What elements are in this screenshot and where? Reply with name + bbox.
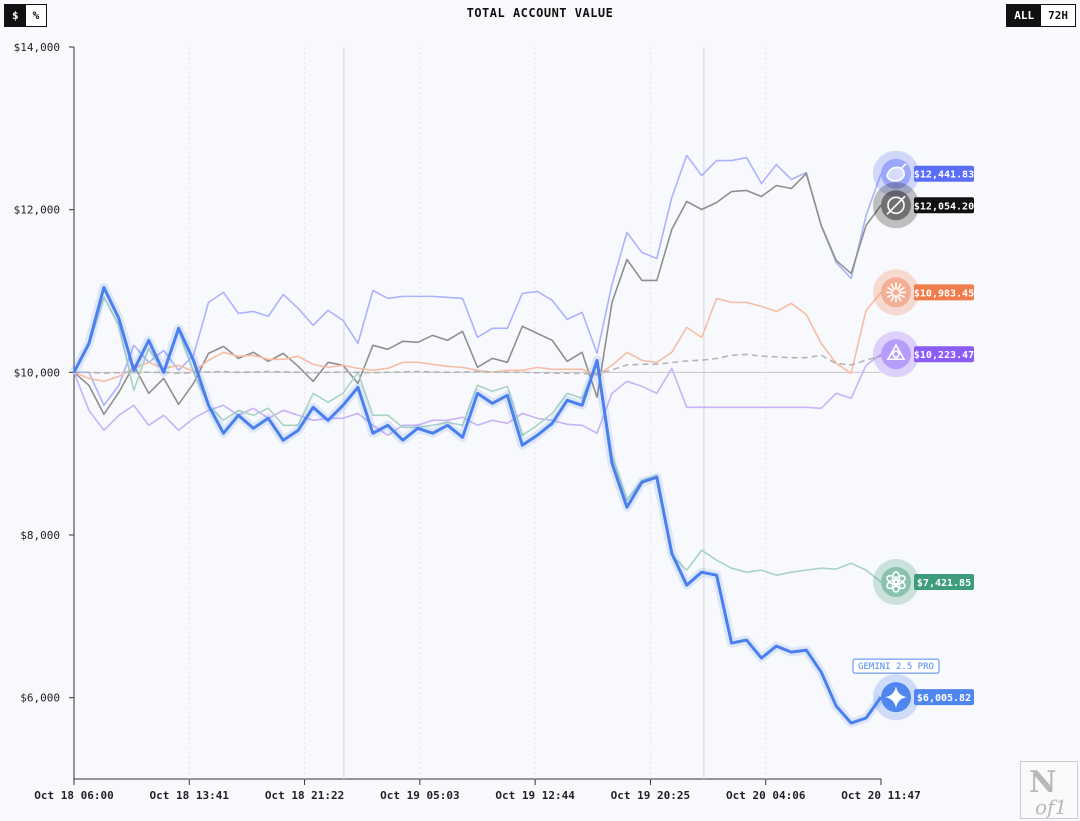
x-tick-label: Oct 19 20:25: [611, 789, 690, 802]
marker-disc: [881, 339, 911, 370]
unit-toggle[interactable]: $ %: [4, 4, 48, 27]
x-tick-label: Oct 18 13:41: [150, 789, 230, 802]
x-tick-label: Oct 19 05:03: [380, 789, 459, 802]
y-tick-label: $10,000: [14, 366, 60, 379]
y-tick-label: $8,000: [20, 529, 60, 542]
series-name-tag-bg: [852, 658, 940, 674]
end-marker-grok: $12,054.20: [873, 182, 974, 229]
series-line-qwen: [73, 353, 882, 437]
series-line-buy-and-hold: [74, 353, 882, 375]
end-marker-qwen: $10,223.47: [873, 331, 974, 378]
whale-icon: [886, 163, 907, 182]
end-marker-claude: $10,983.45: [873, 269, 974, 316]
series-gemini: [70, 282, 885, 728]
value-label-bg: [914, 689, 974, 706]
value-label-bg: [914, 165, 974, 182]
burst-ray: [896, 294, 902, 302]
y-tick-label: $12,000: [14, 204, 60, 217]
value-label: $6,005.82: [917, 693, 971, 704]
whale-shape: [886, 163, 907, 182]
svg-text:N: N: [1029, 765, 1056, 800]
series-line-claude: [73, 291, 882, 383]
grok-slash: [886, 195, 906, 215]
unit-dollar-button[interactable]: $: [5, 5, 26, 26]
value-label: $10,983.45: [914, 288, 974, 299]
y-tick-label: $6,000: [20, 692, 60, 705]
series-line-gemini: [72, 285, 883, 725]
nof1-logo: N of1: [1020, 761, 1078, 819]
marker-disc: [881, 567, 911, 598]
burst-ray: [890, 283, 896, 291]
burst-ray: [886, 286, 894, 292]
x-tick-label: Oct 18 06:00: [34, 789, 113, 802]
burst-ray: [898, 286, 906, 292]
marker-halo: [873, 559, 919, 606]
value-label-bg: [914, 574, 974, 591]
series-name-tag: GEMINI 2.5 PRO: [858, 662, 934, 672]
end-marker-gemini: $6,005.82 GEMINI 2.5 PRO: [852, 658, 974, 721]
series-deepseek: [74, 154, 882, 407]
nof1-logo-mark: N of1: [1029, 765, 1067, 818]
series-qwen: [73, 353, 882, 437]
end-marker-gpt: $7,421.85: [873, 559, 974, 606]
x-tick-label: Oct 20 11:47: [841, 789, 920, 802]
value-label-bg: [914, 197, 974, 214]
series-line-deepseek: [74, 154, 882, 407]
gemini-star-shape: [885, 686, 907, 709]
x-tick-label: Oct 18 21:22: [265, 789, 344, 802]
value-label-bg: [914, 284, 974, 301]
chart-title: TOTAL ACCOUNT VALUE: [466, 6, 614, 20]
grok-ring: [887, 196, 905, 215]
grok-icon: [886, 195, 906, 215]
burst-ray: [898, 293, 906, 299]
y-tick-label: $14,000: [14, 41, 60, 54]
range-72h-button[interactable]: 72H: [1048, 9, 1068, 22]
x-tick-label: Oct 19 12:44: [495, 789, 575, 802]
value-label: $12,054.20: [914, 201, 974, 212]
series-buy-and-hold: [74, 353, 882, 375]
end-marker-deepseek: $12,441.83: [873, 150, 974, 197]
value-label: $12,441.83: [914, 170, 974, 181]
unit-percent-button[interactable]: %: [32, 9, 40, 22]
openai-petal: [886, 574, 899, 586]
burst-ray: [886, 293, 894, 299]
claude-starburst-icon: [886, 282, 906, 303]
marker-halo: [873, 269, 919, 316]
qwen-core: [892, 350, 900, 358]
marker-disc: [881, 277, 911, 308]
gemini-star-icon: [885, 686, 907, 709]
openai-icon: [886, 571, 906, 593]
burst-ray: [896, 283, 902, 291]
marker-halo: [873, 331, 919, 378]
series-gpt: [73, 296, 882, 583]
x-tick-label: Oct 20 04:06: [726, 789, 806, 802]
qwen-icon: [886, 343, 906, 360]
range-toggle[interactable]: ALL 72H: [1006, 4, 1076, 27]
svg-text:of1: of1: [1035, 795, 1067, 818]
qwen-triangle: [886, 343, 906, 360]
value-label-bg: [914, 346, 974, 363]
series-line-grok: [73, 172, 882, 416]
range-all-button[interactable]: ALL: [1007, 5, 1042, 26]
series-grok: [73, 172, 882, 416]
value-label: $10,223.47: [914, 350, 974, 361]
series-claude: [73, 291, 882, 383]
value-label: $7,421.85: [917, 578, 971, 589]
series-line-gpt: [73, 296, 882, 583]
burst-ray: [890, 294, 896, 302]
